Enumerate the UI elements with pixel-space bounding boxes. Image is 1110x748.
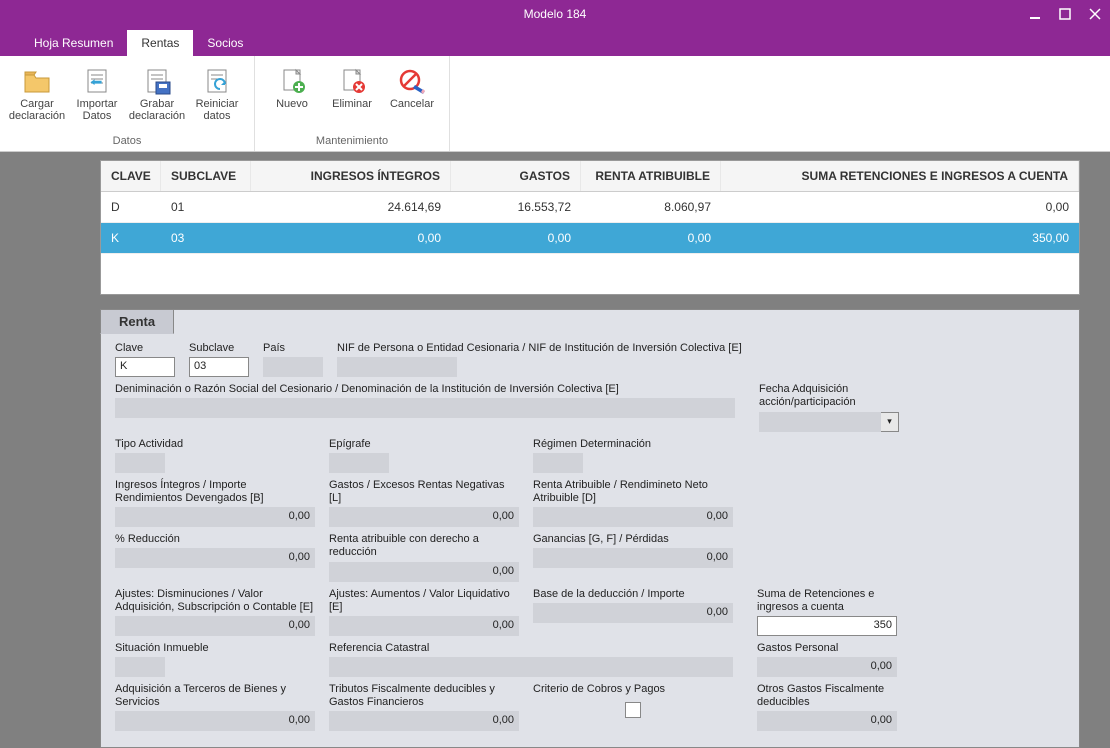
ajustes-aumentos-label: Ajustes: Aumentos / Valor Liquidativo [E… — [329, 588, 519, 614]
clave-input[interactable]: K — [115, 357, 175, 377]
cancel-icon — [397, 64, 427, 98]
subclave-input[interactable]: 03 — [189, 357, 249, 377]
epigrafe-input[interactable] — [329, 453, 389, 473]
otros-gastos-label: Otros Gastos Fiscalmente deducibles — [757, 683, 897, 709]
ajustes-disminuciones-label: Ajustes: Disminuciones / Valor Adquisici… — [115, 588, 315, 614]
data-grid: CLAVE SUBCLAVE INGRESOS ÍNTEGROS GASTOS … — [100, 160, 1080, 295]
renta-atribuible-input[interactable]: 0,00 — [533, 507, 733, 527]
gastos-personal-label: Gastos Personal — [757, 642, 897, 655]
new-icon — [277, 64, 307, 98]
ribbon-group-mantenimiento: Nuevo Eliminar Cancelar Mantenimiento — [255, 56, 450, 151]
save-icon — [142, 64, 172, 98]
ajustes-aumentos-input[interactable]: 0,00 — [329, 616, 519, 636]
adquisicion-terceros-input[interactable]: 0,00 — [115, 711, 315, 731]
grid-empty-area — [101, 254, 1079, 294]
ganancias-label: Ganancias [G, F] / Pérdidas — [533, 533, 733, 546]
pais-input[interactable] — [263, 357, 323, 377]
referencia-catastral-input[interactable] — [329, 657, 733, 677]
pct-reduccion-label: % Reducción — [115, 533, 315, 546]
col-gastos[interactable]: GASTOS — [451, 161, 581, 191]
ingresos-integros-input[interactable]: 0,00 — [115, 507, 315, 527]
otros-gastos-input[interactable]: 0,00 — [757, 711, 897, 731]
pct-reduccion-input[interactable]: 0,00 — [115, 548, 315, 568]
regimen-input[interactable] — [533, 453, 583, 473]
close-button[interactable] — [1080, 0, 1110, 28]
renta-reduccion-label: Renta atribuible con derecho a reducción — [329, 533, 519, 559]
tab-rentas[interactable]: Rentas — [127, 30, 193, 56]
base-deduccion-label: Base de la deducción / Importe — [533, 588, 733, 601]
delete-icon — [337, 64, 367, 98]
regimen-label: Régimen Determinación — [533, 438, 733, 451]
ribbon: Cargar declaración Importar Datos Grabar… — [0, 56, 1110, 152]
tab-socios[interactable]: Socios — [193, 30, 257, 56]
window-title: Modelo 184 — [524, 7, 587, 21]
base-deduccion-input[interactable]: 0,00 — [533, 603, 733, 623]
nuevo-button[interactable]: Nuevo — [263, 60, 321, 133]
minimize-button[interactable] — [1020, 0, 1050, 28]
nif-input[interactable] — [337, 357, 457, 377]
form-tab-renta: Renta — [100, 309, 174, 334]
renta-form-panel: Renta Clave K Subclave 03 País NIF de Pe… — [100, 309, 1080, 748]
fecha-label: Fecha Adquisición acción/participación — [759, 383, 899, 409]
titlebar: Modelo 184 — [0, 0, 1110, 28]
renta-atribuible-label: Renta Atribuible / Rendimineto Neto Atri… — [533, 479, 733, 505]
tributos-label: Tributos Fiscalmente deducibles y Gastos… — [329, 683, 519, 709]
ajustes-disminuciones-input[interactable]: 0,00 — [115, 616, 315, 636]
col-clave[interactable]: CLAVE — [101, 161, 161, 191]
renta-reduccion-input[interactable]: 0,00 — [329, 562, 519, 582]
cargar-declaracion-button[interactable]: Cargar declaración — [8, 60, 66, 133]
subclave-label: Subclave — [189, 342, 249, 355]
maximize-button[interactable] — [1050, 0, 1080, 28]
grid-header: CLAVE SUBCLAVE INGRESOS ÍNTEGROS GASTOS … — [101, 161, 1079, 192]
denom-label: Deniminación o Razón Social del Cesionar… — [115, 383, 735, 396]
col-suma[interactable]: SUMA RETENCIONES E INGRESOS A CUENTA — [721, 161, 1079, 191]
clave-label: Clave — [115, 342, 175, 355]
ribbon-group-label: Datos — [113, 133, 142, 149]
content-area: CLAVE SUBCLAVE INGRESOS ÍNTEGROS GASTOS … — [0, 152, 1110, 728]
fecha-dropdown-button[interactable]: ▾ — [881, 412, 899, 432]
suma-retenciones-label: Suma de Retenciones e ingresos a cuenta — [757, 588, 897, 614]
tab-hoja-resumen[interactable]: Hoja Resumen — [20, 30, 127, 56]
fecha-input[interactable] — [759, 412, 881, 432]
table-row[interactable]: D 01 24.614,69 16.553,72 8.060,97 0,00 — [101, 192, 1079, 223]
ribbon-group-datos: Cargar declaración Importar Datos Grabar… — [0, 56, 255, 151]
col-subclave[interactable]: SUBCLAVE — [161, 161, 251, 191]
ganancias-input[interactable]: 0,00 — [533, 548, 733, 568]
criterio-checkbox[interactable] — [625, 702, 641, 718]
tipo-actividad-label: Tipo Actividad — [115, 438, 315, 451]
gastos-excesos-input[interactable]: 0,00 — [329, 507, 519, 527]
criterio-label: Criterio de Cobros y Pagos — [533, 683, 665, 696]
gastos-excesos-label: Gastos / Excesos Rentas Negativas [L] — [329, 479, 519, 505]
importar-datos-button[interactable]: Importar Datos — [68, 60, 126, 133]
import-icon — [82, 64, 112, 98]
referencia-catastral-label: Referencia Catastral — [329, 642, 733, 655]
eliminar-button[interactable]: Eliminar — [323, 60, 381, 133]
situacion-inmueble-input[interactable] — [115, 657, 165, 677]
table-row[interactable]: K 03 0,00 0,00 0,00 350,00 — [101, 223, 1079, 254]
suma-retenciones-input[interactable]: 350 — [757, 616, 897, 636]
reset-icon — [202, 64, 232, 98]
nif-label: NIF de Persona o Entidad Cesionaria / NI… — [337, 342, 1065, 355]
reiniciar-datos-button[interactable]: Reiniciar datos — [188, 60, 246, 133]
ingresos-integros-label: Ingresos Íntegros / Importe Rendimientos… — [115, 479, 315, 505]
grabar-declaracion-button[interactable]: Grabar declaración — [128, 60, 186, 133]
col-renta[interactable]: RENTA ATRIBUIBLE — [581, 161, 721, 191]
tabstrip: Hoja Resumen Rentas Socios — [0, 28, 1110, 56]
col-ingresos[interactable]: INGRESOS ÍNTEGROS — [251, 161, 451, 191]
pais-label: País — [263, 342, 323, 355]
ribbon-group-label: Mantenimiento — [316, 133, 388, 149]
denom-input[interactable] — [115, 398, 735, 418]
tipo-actividad-input[interactable] — [115, 453, 165, 473]
gastos-personal-input[interactable]: 0,00 — [757, 657, 897, 677]
epigrafe-label: Epígrafe — [329, 438, 519, 451]
adquisicion-terceros-label: Adquisición a Terceros de Bienes y Servi… — [115, 683, 315, 709]
cancelar-button[interactable]: Cancelar — [383, 60, 441, 133]
tributos-input[interactable]: 0,00 — [329, 711, 519, 731]
folder-icon — [22, 64, 52, 98]
window-controls — [1020, 0, 1110, 28]
situacion-inmueble-label: Situación Inmueble — [115, 642, 315, 655]
